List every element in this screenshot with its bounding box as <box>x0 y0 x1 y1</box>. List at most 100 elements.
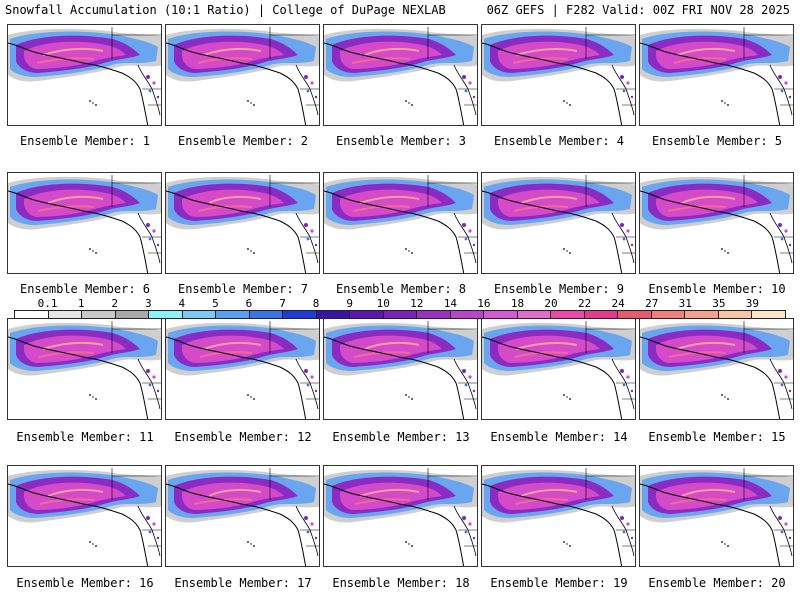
ensemble-member-panel <box>481 172 636 274</box>
legend-tick-label: 0.1 <box>37 297 58 310</box>
ensemble-member-label: Ensemble Member: 16 <box>16 576 154 590</box>
snowfall-map <box>324 27 477 125</box>
color-legend: 0.1 1 2 3 4 5 6 7 8 9 10 12 14 16 18 20 22 24 27 31 35 39 <box>14 297 786 319</box>
snowfall-map <box>640 321 793 419</box>
snowfall-map <box>8 27 161 125</box>
legend-swatch <box>350 311 384 318</box>
ensemble-member-panel <box>323 318 478 420</box>
snowfall-map <box>324 175 477 273</box>
ensemble-member-panel <box>639 465 794 567</box>
legend-swatch <box>584 311 619 318</box>
legend-tick-label: 6 <box>245 297 253 310</box>
ensemble-member-panel <box>7 172 162 274</box>
legend-tick-label: 4 <box>178 297 186 310</box>
snowfall-map <box>640 468 793 566</box>
ensemble-member-panel <box>323 465 478 567</box>
legend-tick-label: 12 <box>410 297 424 310</box>
snowfall-map <box>166 468 319 566</box>
legend-color-bar <box>14 310 786 319</box>
legend-tick-label: 2 <box>111 297 118 310</box>
ensemble-member-label: Ensemble Member: 1 <box>19 134 151 148</box>
ensemble-member-label: Ensemble Member: 11 <box>16 430 154 444</box>
ensemble-member-label: Ensemble Member: 2 <box>177 134 309 148</box>
legend-tick-label: 20 <box>544 297 558 310</box>
ensemble-member-label: Ensemble Member: 4 <box>493 134 625 148</box>
legend-tick-label: 18 <box>510 297 525 310</box>
ensemble-member-panel <box>7 465 162 567</box>
legend-swatch <box>48 311 83 318</box>
legend-swatch <box>249 311 284 318</box>
ensemble-member-label: Ensemble Member: 13 <box>332 430 470 444</box>
legend-swatch <box>718 311 753 318</box>
snowfall-map <box>166 321 319 419</box>
ensemble-member-label: Ensemble Member: 17 <box>174 576 312 590</box>
ensemble-member-label: Ensemble Member: 3 <box>335 134 467 148</box>
legend-tick-label: 3 <box>144 297 152 310</box>
ensemble-member-panel <box>639 172 794 274</box>
ensemble-member-label: Ensemble Member: 8 <box>335 282 467 296</box>
snowfall-map <box>482 175 635 273</box>
ensemble-member-panel <box>481 465 636 567</box>
ensemble-member-label: Ensemble Member: 5 <box>651 134 783 148</box>
ensemble-member-panel <box>323 24 478 126</box>
snowfall-map <box>324 468 477 566</box>
snowfall-map <box>482 27 635 125</box>
legend-swatch <box>283 311 317 318</box>
snowfall-map <box>8 321 161 419</box>
ensemble-member-panel <box>165 318 320 420</box>
legend-tick-label: 1 <box>77 297 85 310</box>
legend-swatch <box>450 311 485 318</box>
ensemble-member-label: Ensemble Member: 19 <box>490 576 628 590</box>
legend-swatch <box>316 311 351 318</box>
legend-swatch <box>484 311 518 318</box>
snowfall-map <box>166 175 319 273</box>
legend-swatch <box>149 311 183 318</box>
legend-tick-label: 10 <box>376 297 390 310</box>
ensemble-member-panel <box>323 172 478 274</box>
snowfall-map <box>482 321 635 419</box>
legend-swatch <box>383 311 418 318</box>
ensemble-member-label: Ensemble Member: 12 <box>174 430 312 444</box>
ensemble-member-panel <box>639 318 794 420</box>
ensemble-member-label: Ensemble Member: 18 <box>332 576 470 590</box>
legend-tick-label: 35 <box>712 297 726 310</box>
snowfall-map <box>8 468 161 566</box>
legend-swatch <box>417 311 451 318</box>
legend-swatch <box>216 311 250 318</box>
legend-tick-label: 5 <box>212 297 219 310</box>
snowfall-map <box>640 175 793 273</box>
snowfall-map <box>166 27 319 125</box>
ensemble-member-panel <box>165 465 320 567</box>
model-run-info: 06Z GEFS | F282 Valid: 00Z FRI NOV 28 20… <box>486 3 790 17</box>
ensemble-member-label: Ensemble Member: 14 <box>490 430 628 444</box>
legend-swatch <box>115 311 150 318</box>
legend-swatch <box>685 311 719 318</box>
legend-tick-label: 39 <box>745 297 760 310</box>
ensemble-member-panel <box>481 318 636 420</box>
ensemble-member-label: Ensemble Member: 6 <box>19 282 151 296</box>
ensemble-member-panel <box>165 24 320 126</box>
legend-swatch <box>551 311 585 318</box>
legend-tick-label: 22 <box>577 297 592 310</box>
ensemble-member-panel <box>165 172 320 274</box>
snowfall-map <box>482 468 635 566</box>
legend-tick-label: 9 <box>346 297 353 310</box>
ensemble-member-label: Ensemble Member: 20 <box>648 576 786 590</box>
legend-swatch <box>651 311 686 318</box>
snowfall-map <box>324 321 477 419</box>
legend-swatch <box>752 311 785 318</box>
ensemble-member-label: Ensemble Member: 15 <box>648 430 786 444</box>
legend-tick-label: 16 <box>477 297 491 310</box>
ensemble-member-label: Ensemble Member: 9 <box>493 282 625 296</box>
legend-tick-label: 7 <box>279 297 286 310</box>
ensemble-member-panel <box>639 24 794 126</box>
legend-tick-label: 24 <box>611 297 625 310</box>
legend-tick-label: 8 <box>312 297 320 310</box>
legend-swatch <box>82 311 116 318</box>
ensemble-member-label: Ensemble Member: 10 <box>648 282 786 296</box>
legend-swatch <box>618 311 652 318</box>
page-title: Snowfall Accumulation (10:1 Ratio) | Col… <box>5 3 446 17</box>
ensemble-member-label: Ensemble Member: 7 <box>177 282 309 296</box>
legend-tick-label: 14 <box>443 297 457 310</box>
ensemble-member-panel <box>7 318 162 420</box>
